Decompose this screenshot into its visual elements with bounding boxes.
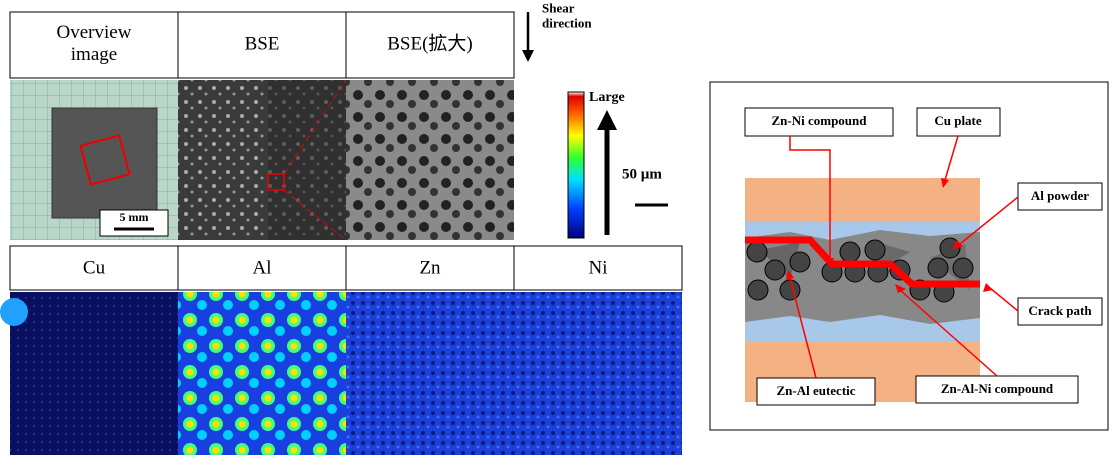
label: Al powder bbox=[1031, 188, 1089, 203]
header: BSE bbox=[245, 33, 280, 54]
label: Cu plate bbox=[934, 113, 982, 128]
header: Cu bbox=[83, 257, 106, 278]
header: Al bbox=[253, 257, 272, 278]
map-header-row: Cu Al Zn Ni bbox=[10, 246, 682, 290]
zn-map bbox=[346, 292, 514, 455]
label: Zn-Al-Ni compound bbox=[941, 381, 1054, 396]
label: Zn-Ni compound bbox=[772, 113, 868, 128]
header: Zn bbox=[419, 257, 441, 278]
header: Ni bbox=[589, 257, 608, 278]
cu-map bbox=[10, 292, 178, 455]
figure: Overviewimage BSE BSE(拡大) 5 mm Sheardire… bbox=[0, 0, 1118, 455]
header: BSE(拡大) bbox=[387, 32, 473, 54]
al-map bbox=[178, 292, 346, 455]
sample bbox=[52, 108, 157, 218]
label: Zn-Al eutectic bbox=[776, 383, 855, 398]
page: {"figure": { "top_headers": ["Overview\n… bbox=[0, 0, 1118, 455]
scale-label: 50 µm bbox=[622, 166, 662, 182]
bse-zoom-image bbox=[346, 80, 514, 240]
scale-label: 5 mm bbox=[120, 210, 149, 224]
colorbar-label: Large bbox=[589, 90, 625, 105]
label: Crack path bbox=[1028, 303, 1092, 318]
schematic: Zn-Ni compound Cu plate Al powder Crack … bbox=[710, 82, 1108, 430]
ni-map bbox=[514, 292, 682, 455]
color-bar bbox=[568, 92, 584, 238]
